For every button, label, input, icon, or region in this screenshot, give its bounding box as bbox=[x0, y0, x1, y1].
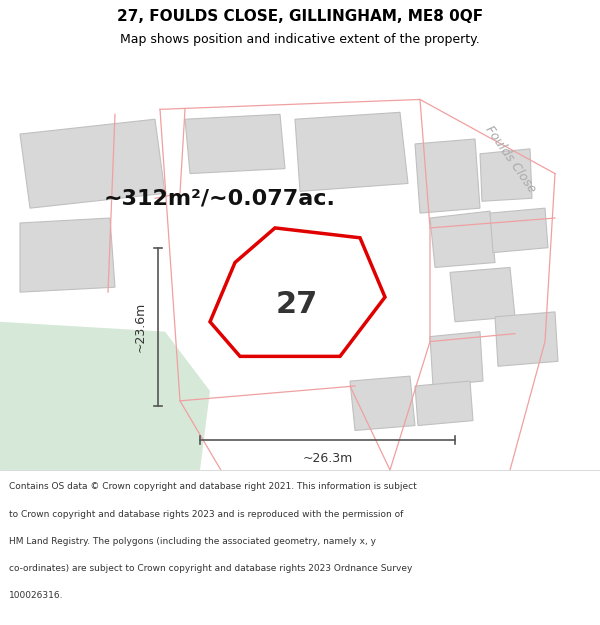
Text: co-ordinates) are subject to Crown copyright and database rights 2023 Ordnance S: co-ordinates) are subject to Crown copyr… bbox=[9, 564, 412, 572]
Polygon shape bbox=[295, 112, 408, 191]
Polygon shape bbox=[20, 218, 115, 292]
Text: ~23.6m: ~23.6m bbox=[133, 302, 146, 352]
Text: 27, FOULDS CLOSE, GILLINGHAM, ME8 0QF: 27, FOULDS CLOSE, GILLINGHAM, ME8 0QF bbox=[117, 9, 483, 24]
Polygon shape bbox=[495, 312, 558, 366]
Text: Contains OS data © Crown copyright and database right 2021. This information is : Contains OS data © Crown copyright and d… bbox=[9, 482, 417, 491]
Text: Map shows position and indicative extent of the property.: Map shows position and indicative extent… bbox=[120, 33, 480, 46]
Polygon shape bbox=[490, 208, 548, 252]
Polygon shape bbox=[350, 376, 415, 431]
Polygon shape bbox=[0, 322, 210, 470]
Text: ~312m²/~0.077ac.: ~312m²/~0.077ac. bbox=[104, 188, 336, 208]
Text: 27: 27 bbox=[276, 289, 318, 319]
Polygon shape bbox=[210, 228, 385, 356]
Polygon shape bbox=[415, 139, 480, 213]
Text: to Crown copyright and database rights 2023 and is reproduced with the permissio: to Crown copyright and database rights 2… bbox=[9, 509, 403, 519]
Polygon shape bbox=[450, 268, 515, 322]
Polygon shape bbox=[415, 381, 473, 426]
Polygon shape bbox=[430, 211, 495, 268]
Polygon shape bbox=[185, 114, 285, 174]
Text: 100026316.: 100026316. bbox=[9, 591, 64, 600]
Text: ~26.3m: ~26.3m bbox=[302, 452, 353, 464]
Text: HM Land Registry. The polygons (including the associated geometry, namely x, y: HM Land Registry. The polygons (includin… bbox=[9, 537, 376, 546]
Polygon shape bbox=[430, 332, 483, 386]
Polygon shape bbox=[20, 119, 165, 208]
Polygon shape bbox=[480, 149, 532, 201]
Text: Foulds Close: Foulds Close bbox=[482, 122, 538, 195]
